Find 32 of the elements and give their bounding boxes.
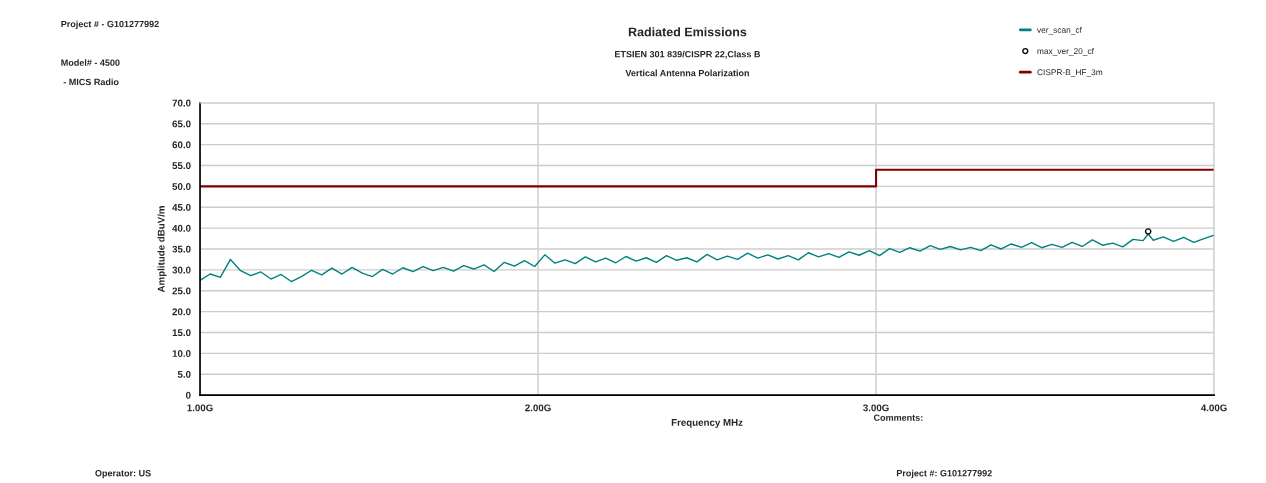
y-tick-label: 10.0	[172, 350, 191, 357]
x-tick-label: 3.00G	[863, 404, 889, 412]
legend-label: max_ver_20_cf	[1037, 47, 1094, 56]
text: ETSIEN 301 839/CISPR 22,Class B Vertical Antenna Polarization	[615, 50, 761, 77]
text: Comments:	[873, 414, 923, 421]
y-tick-label: 0	[185, 391, 191, 399]
x-tick-label: 1.00G	[187, 404, 213, 412]
y-tick-label: 40.0	[172, 224, 191, 232]
text: Project #: G101277992	[896, 469, 992, 479]
y-tick-label: 20.0	[172, 308, 191, 316]
y-tick-label: 35.0	[172, 245, 191, 253]
chart-title: Radiated Emissions	[628, 27, 747, 37]
y-tick-label: 25.0	[172, 287, 191, 295]
text: - MICS Radio	[63, 78, 119, 86]
legend-label: ver_scan_cf	[1037, 26, 1082, 35]
y-tick-label: 15.0	[172, 329, 191, 337]
y-tick-label: 70.0	[172, 99, 191, 107]
x-tick-label: 2.00G	[525, 404, 551, 412]
legend-label: CISPR-B_HF_3m	[1037, 69, 1103, 77]
y-tick-label: 60.0	[172, 141, 191, 149]
x-tick-label: 4.00G	[1201, 404, 1227, 412]
y-tick-label: 45.0	[172, 203, 191, 211]
y-tick-label: 55.0	[172, 162, 191, 170]
text: Operator: US	[95, 469, 151, 479]
y-tick-label: 65.0	[172, 120, 191, 128]
y-tick-label: 5.0	[177, 370, 191, 378]
y-tick-label: 50.0	[172, 183, 191, 190]
y-tick-label: 30.0	[172, 266, 191, 274]
y-axis-title: Amplitude dBuV/m	[157, 206, 167, 293]
text: Model# - 4500	[61, 59, 120, 66]
text: Project # - G101277992	[61, 20, 159, 29]
x-axis-title: Frequency MHz	[671, 419, 743, 428]
